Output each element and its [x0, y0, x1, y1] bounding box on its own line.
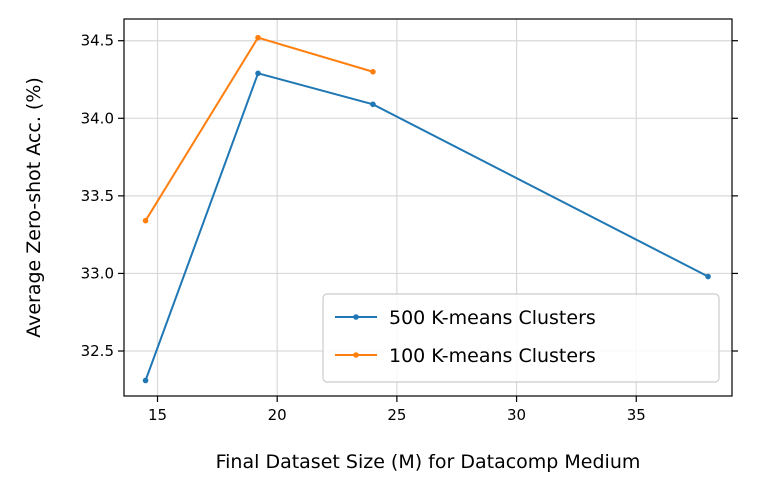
legend: 500 K-means Clusters 100 K-means Clusters: [322, 293, 720, 383]
y-tick-label: 33.5: [81, 187, 114, 205]
legend-label: 500 K-means Clusters: [389, 307, 596, 329]
y-tick-label: 34.5: [81, 32, 114, 50]
data-point-1-1: [255, 34, 261, 41]
y-tick-label: 32.5: [81, 342, 114, 360]
axis-ticks: 15 20 25 30 35 32.5 33.0 33.5 34.0 34.5: [81, 32, 738, 424]
y-axis-label: Average Zero-shot Acc. (%): [23, 77, 45, 338]
data-point-0-2: [370, 101, 376, 108]
plot-frame: [123, 18, 733, 397]
x-tick-label: 20: [268, 406, 287, 424]
legend-swatch-marker: [353, 314, 359, 320]
x-tick-label: 15: [148, 406, 167, 424]
legend-box: [322, 293, 720, 383]
series-layer: [142, 34, 711, 384]
data-point-1-2: [370, 68, 376, 75]
x-tick-label: 30: [507, 406, 526, 424]
series-line-0: [144, 72, 709, 381]
legend-swatch-marker: [353, 352, 359, 358]
data-point-0-1: [255, 70, 261, 77]
x-tick-label: 25: [387, 406, 406, 424]
legend-label: 100 K-means Clusters: [389, 345, 596, 367]
x-tick-label: 35: [627, 406, 646, 424]
y-tick-label: 33.0: [81, 264, 114, 282]
data-point-0-0: [142, 377, 149, 384]
data-point-1-0: [142, 217, 149, 224]
data-point-0-3: [705, 273, 711, 280]
y-tick-label: 34.0: [81, 109, 114, 127]
x-axis-label: Final Dataset Size (M) for Datacomp Medi…: [216, 451, 641, 473]
